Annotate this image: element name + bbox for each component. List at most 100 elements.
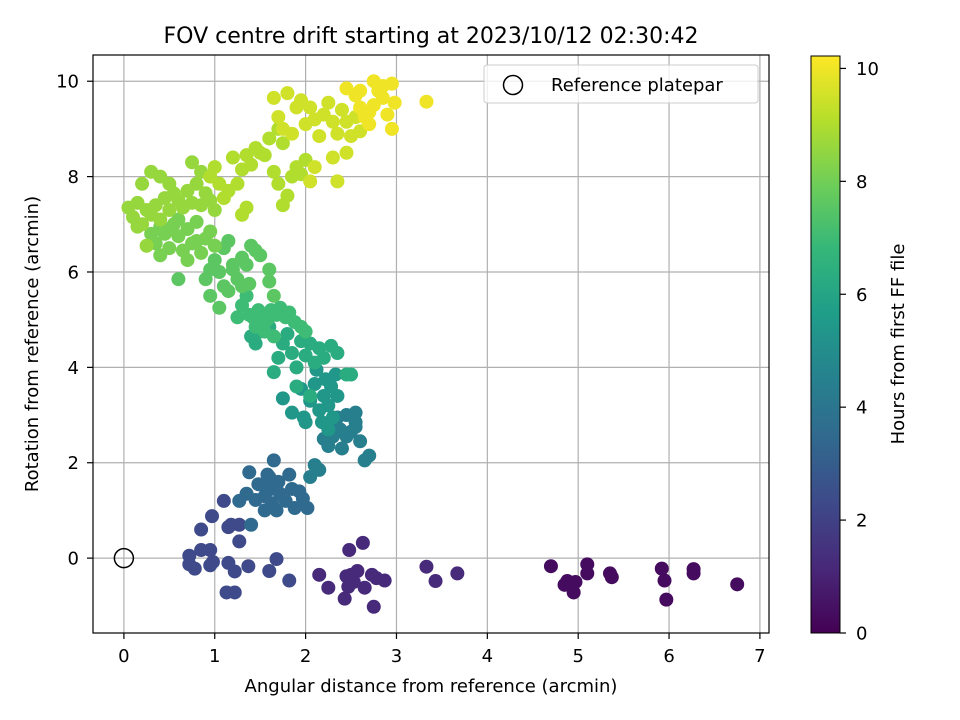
data-point xyxy=(221,284,236,299)
colorbar-tick-label: 8 xyxy=(856,172,867,193)
data-point xyxy=(207,253,222,268)
data-point xyxy=(330,126,345,141)
data-point xyxy=(284,405,299,420)
colorbar-tick-label: 6 xyxy=(856,285,867,306)
data-point xyxy=(139,238,154,253)
x-tick-label: 1 xyxy=(209,646,220,667)
data-point xyxy=(580,566,595,581)
data-point xyxy=(248,336,263,351)
data-point xyxy=(348,405,363,420)
data-point xyxy=(239,200,254,215)
data-point xyxy=(337,591,352,606)
data-point xyxy=(387,95,402,110)
colorbar xyxy=(810,55,841,634)
x-tick-label: 2 xyxy=(300,646,311,667)
data-point xyxy=(321,95,336,110)
data-point xyxy=(266,453,281,468)
data-point xyxy=(334,441,349,456)
data-point xyxy=(375,78,390,93)
data-point xyxy=(344,367,359,382)
data-point xyxy=(262,274,277,289)
data-point xyxy=(266,90,281,105)
y-axis-label: Rotation from reference (arcmin) xyxy=(22,196,43,492)
data-point xyxy=(203,543,218,558)
y-tick-label: 0 xyxy=(68,549,79,570)
data-point xyxy=(280,86,295,101)
data-point xyxy=(362,105,377,120)
data-point xyxy=(266,329,281,344)
data-point xyxy=(289,379,304,394)
x-tick-label: 4 xyxy=(482,646,493,667)
y-tick-label: 8 xyxy=(68,167,79,188)
data-point xyxy=(244,157,259,172)
data-point xyxy=(207,160,222,175)
data-point xyxy=(282,573,297,588)
colorbar-tick-label: 0 xyxy=(856,624,867,645)
legend-label: Reference platepar xyxy=(551,75,723,96)
data-point xyxy=(153,212,168,227)
data-point xyxy=(339,569,354,584)
y-axis-ticks: 0 2 4 6 8 10 xyxy=(56,72,93,570)
data-point xyxy=(654,561,669,576)
data-point xyxy=(262,564,277,579)
data-point xyxy=(328,367,343,382)
colorbar-tick-label: 2 xyxy=(856,511,867,532)
x-tick-label: 0 xyxy=(118,646,129,667)
data-point xyxy=(341,579,356,594)
data-point xyxy=(300,501,315,516)
data-point xyxy=(182,557,197,572)
data-point xyxy=(419,559,434,574)
x-tick-label: 7 xyxy=(754,646,765,667)
data-point xyxy=(296,410,311,425)
data-point xyxy=(330,388,345,403)
data-point xyxy=(225,257,240,272)
y-tick-label: 10 xyxy=(56,72,79,93)
data-point xyxy=(241,559,256,574)
data-point xyxy=(203,224,218,239)
data-point xyxy=(257,148,272,163)
x-tick-label: 3 xyxy=(391,646,402,667)
data-point xyxy=(287,501,302,516)
data-point xyxy=(203,558,218,573)
data-point xyxy=(224,517,239,532)
data-point xyxy=(321,398,336,413)
data-point xyxy=(266,288,281,303)
data-point xyxy=(312,462,327,477)
data-point xyxy=(269,503,284,518)
chart-title: FOV centre drift starting at 2023/10/12 … xyxy=(164,24,699,49)
data-point xyxy=(225,150,240,165)
data-point xyxy=(275,391,290,406)
data-point xyxy=(189,214,204,229)
data-point xyxy=(375,90,390,105)
data-point xyxy=(303,388,318,403)
data-point xyxy=(262,470,277,485)
data-point xyxy=(366,599,381,614)
y-tick-label: 6 xyxy=(68,262,79,283)
x-axis-ticks: 0 1 2 3 4 5 6 7 xyxy=(118,633,766,667)
data-point xyxy=(428,574,443,589)
data-point xyxy=(194,522,209,537)
data-point xyxy=(353,434,368,449)
data-point xyxy=(384,121,399,136)
data-point xyxy=(686,566,701,581)
data-point xyxy=(189,233,204,248)
data-point xyxy=(253,248,268,263)
data-point xyxy=(275,136,290,151)
data-point xyxy=(659,592,674,607)
x-axis-label: Angular distance from reference (arcmin) xyxy=(245,676,618,697)
data-point xyxy=(271,350,286,365)
data-point xyxy=(357,580,372,595)
data-point xyxy=(604,570,619,585)
data-point xyxy=(280,188,295,203)
data-point xyxy=(269,552,284,567)
data-point xyxy=(450,566,465,581)
data-point xyxy=(298,324,313,339)
data-point xyxy=(362,117,377,132)
data-point xyxy=(280,326,295,341)
data-point xyxy=(212,300,227,315)
data-point xyxy=(266,164,281,179)
data-point xyxy=(262,262,277,277)
data-point xyxy=(303,100,318,115)
data-point xyxy=(219,585,234,600)
data-point xyxy=(362,448,377,463)
